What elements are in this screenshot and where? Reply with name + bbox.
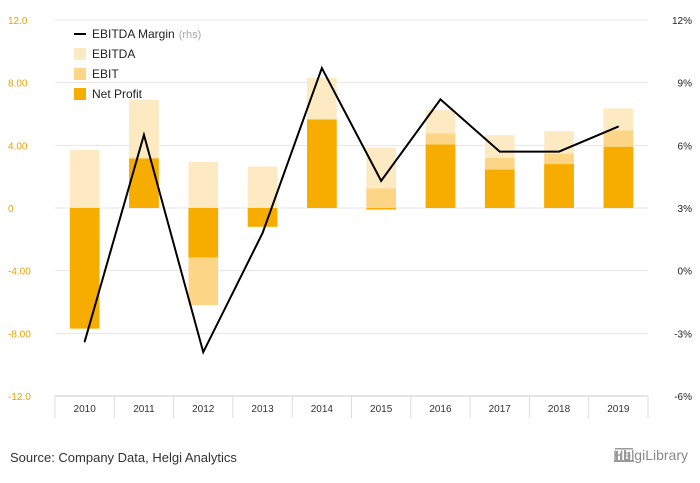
x-tick-label: 2017 [489,404,512,415]
point-ebitda-margin [83,340,86,343]
point-ebitda-margin [261,232,264,234]
y-tick-label-right: 3% [678,204,693,215]
x-tick-label: 2010 [74,404,97,415]
logo-text: HelgiLibrary [613,447,688,463]
axes: 12.0 12% 8.00 9% 4.00 6% 0 3% -4.00 0% -8.00 -3% -12… [8,16,692,418]
y-tick-label-left: 4.00 [8,141,28,152]
bar-net-profit [544,164,574,208]
bar-ebitda [247,166,278,208]
y-tick-label-left: 0 [8,204,14,215]
y-tick-label-right: -6% [674,392,692,403]
y-tick-label-left: 8.00 [8,79,28,90]
y-tick-label-left: -8.00 [8,329,31,340]
library-icon [614,448,635,462]
legend-suffix-rhs: (rhs) [179,29,202,41]
bar-ebit [366,188,396,208]
point-ebitda-margin [143,134,145,136]
x-tick-label: 2013 [251,404,274,415]
bar-net-profit [188,208,219,258]
helgi-logo: HelgiLibrary [613,447,688,463]
margin-line [83,65,620,355]
bar-net-profit [129,158,159,208]
y-tick-label-right: 6% [678,141,693,152]
legend-swatch-net-profit [74,88,86,100]
x-tick-label: 2018 [548,404,571,415]
y-tick-label-right: 0% [678,267,693,278]
bar-ebitda [69,150,100,208]
bar-net-profit [425,144,456,208]
y-tick-label-left: -12.0 [8,392,31,403]
source-note: Source: Company Data, Helgi Analytics [10,450,237,465]
point-ebitda-margin [558,150,560,153]
legend: EBITDA Margin (rhs) EBITDA EBIT Net Profit [74,27,201,101]
point-ebitda-margin [439,98,442,101]
bars [69,77,634,329]
point-ebitda-margin [321,67,323,69]
bar-net-profit [603,146,634,208]
point-ebitda-margin [498,150,501,153]
bar-net-profit [247,208,278,227]
x-tick-label: 2011 [133,404,155,415]
x-tick-label: 2019 [607,404,630,415]
x-tick-label: 2016 [429,404,452,415]
legend-swatch-ebit [74,68,86,80]
point-ebitda-margin [202,351,205,353]
legend-label-net-profit: Net Profit [92,87,143,101]
legend-label-ebitda-margin: EBITDA Margin [92,27,175,41]
y-tick-label-right: -3% [674,329,692,340]
bar-net-profit [366,208,396,210]
point-ebitda-margin [380,180,382,182]
y-tick-label-right: 12% [672,16,692,27]
x-tick-label: 2012 [192,404,215,415]
bar-ebitda [188,161,219,208]
point-ebitda-margin [617,125,620,128]
ebitda-chart: 12.0 12% 8.00 9% 4.00 6% 0 3% -4.00 0% -8.00 -3% -12… [8,16,692,418]
x-tick-label: 2014 [311,404,334,415]
bar-net-profit [484,169,515,208]
y-tick-label-left: 12.0 [8,16,28,27]
bar-net-profit [307,119,337,208]
y-tick-label-right: 9% [678,79,693,90]
line-ebitda-margin [83,65,619,355]
y-tick-label-left: -4.00 [8,267,31,278]
legend-label-ebitda: EBITDA [92,47,135,61]
x-tick-label: 2015 [370,404,393,415]
bar-net-profit [69,208,100,329]
legend-label-ebit: EBIT [92,67,119,81]
legend-swatch-ebitda [74,48,86,60]
